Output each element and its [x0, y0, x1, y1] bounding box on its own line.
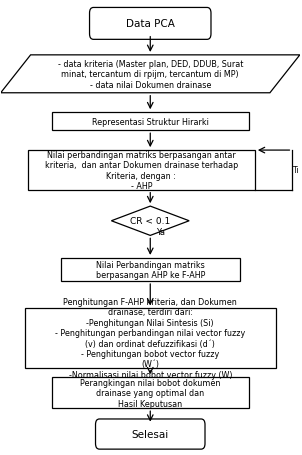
Text: Ya: Ya [156, 227, 165, 236]
Text: Perangkingan nilai bobot dokumen
drainase yang optimal dan
Hasil Keputusan: Perangkingan nilai bobot dokumen drainas… [80, 378, 220, 408]
Text: CR < 0.1: CR < 0.1 [130, 217, 170, 226]
Bar [27, 151, 255, 190]
Polygon shape [111, 207, 189, 236]
Text: Data PCA: Data PCA [126, 20, 175, 29]
Text: Nilai Perbandingan matriks
berpasangan AHP ke F-AHP: Nilai Perbandingan matriks berpasangan A… [95, 260, 205, 279]
Text: Nilai perbandingan matriks berpasangan antar
kriteria,  dan antar Dokumen draina: Nilai perbandingan matriks berpasangan a… [45, 151, 238, 191]
Text: Ti: Ti [293, 166, 300, 175]
Text: Representasi Struktur Hirarki: Representasi Struktur Hirarki [92, 117, 209, 126]
Text: - data kriteria (Master plan, DED, DDUB, Surat
minat, tercantum di rpijm, tercan: - data kriteria (Master plan, DED, DDUB,… [58, 60, 243, 90]
FancyBboxPatch shape [95, 419, 205, 449]
Polygon shape [1, 56, 300, 94]
Bar [52, 113, 249, 131]
Bar [52, 377, 249, 408]
FancyBboxPatch shape [89, 9, 211, 40]
Text: Penghitungan F-AHP kriteria, dan Dokumen
drainase, terdiri dari:
-Penghitungan N: Penghitungan F-AHP kriteria, dan Dokumen… [55, 298, 246, 379]
Bar [60, 258, 240, 282]
Text: Selesai: Selesai [132, 429, 169, 439]
Bar [25, 308, 276, 368]
